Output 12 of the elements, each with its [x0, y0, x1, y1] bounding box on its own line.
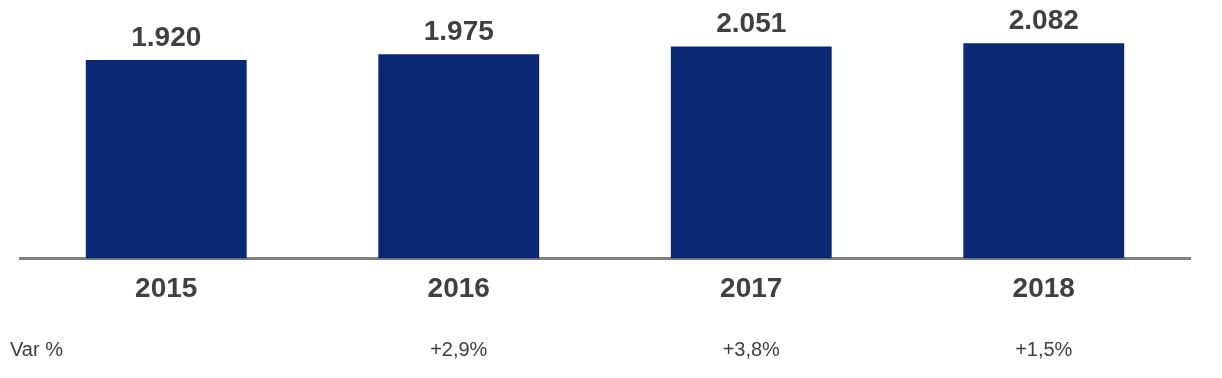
x-tick-label: 2016 [427, 271, 490, 303]
data-label: 2.051 [716, 7, 787, 39]
x-tick-label: 2018 [1012, 271, 1075, 303]
data-label: 1.975 [423, 14, 494, 46]
text: +2,9% [430, 337, 488, 360]
x-tick-label: 2017 [720, 271, 783, 303]
text: +3,8% [722, 337, 781, 360]
text: Var % [10, 337, 64, 360]
data-label: 1.920 [131, 20, 202, 52]
x-tick-label: 2015 [135, 271, 198, 303]
data-label: 2.082 [1008, 3, 1079, 35]
text: +1,5% [1015, 337, 1073, 360]
